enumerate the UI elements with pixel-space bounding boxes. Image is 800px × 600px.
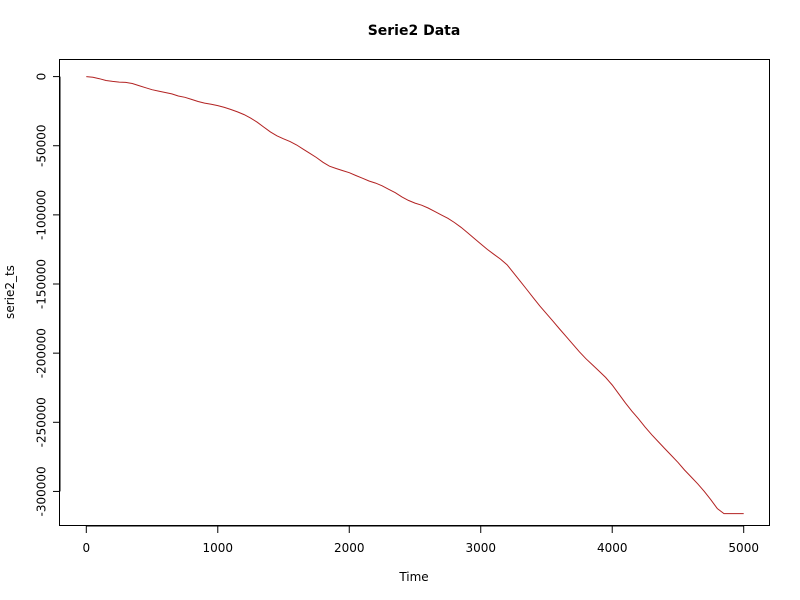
y-axis-label: serie2_ts: [3, 265, 17, 319]
y-tick-label: -50000: [35, 124, 49, 167]
y-tick-label: -250000: [35, 397, 49, 447]
y-tick-label: -150000: [35, 259, 49, 309]
plot-frame: [59, 59, 770, 526]
series-line: [86, 76, 744, 515]
y-tick-label: -300000: [35, 466, 49, 516]
y-tick-label: 0: [35, 73, 49, 81]
x-tick-label: 1000: [203, 541, 234, 555]
y-tick-label: -200000: [35, 328, 49, 378]
x-tick-label: 5000: [728, 541, 759, 555]
chart-title: Serie2 Data: [368, 23, 461, 39]
y-tick-label: -100000: [35, 190, 49, 240]
x-axis: 0 1000 2000 3000 4000 5000: [82, 525, 759, 555]
x-tick-label: 0: [82, 541, 90, 555]
y-axis: 0 -50000 -100000 -150000 -200000 -250000 -3000…: [35, 73, 61, 517]
x-tick-label: 3000: [465, 541, 496, 555]
x-tick-label: 4000: [597, 541, 628, 555]
x-tick-label: 2000: [334, 541, 365, 555]
x-axis-label: Time: [398, 570, 428, 584]
